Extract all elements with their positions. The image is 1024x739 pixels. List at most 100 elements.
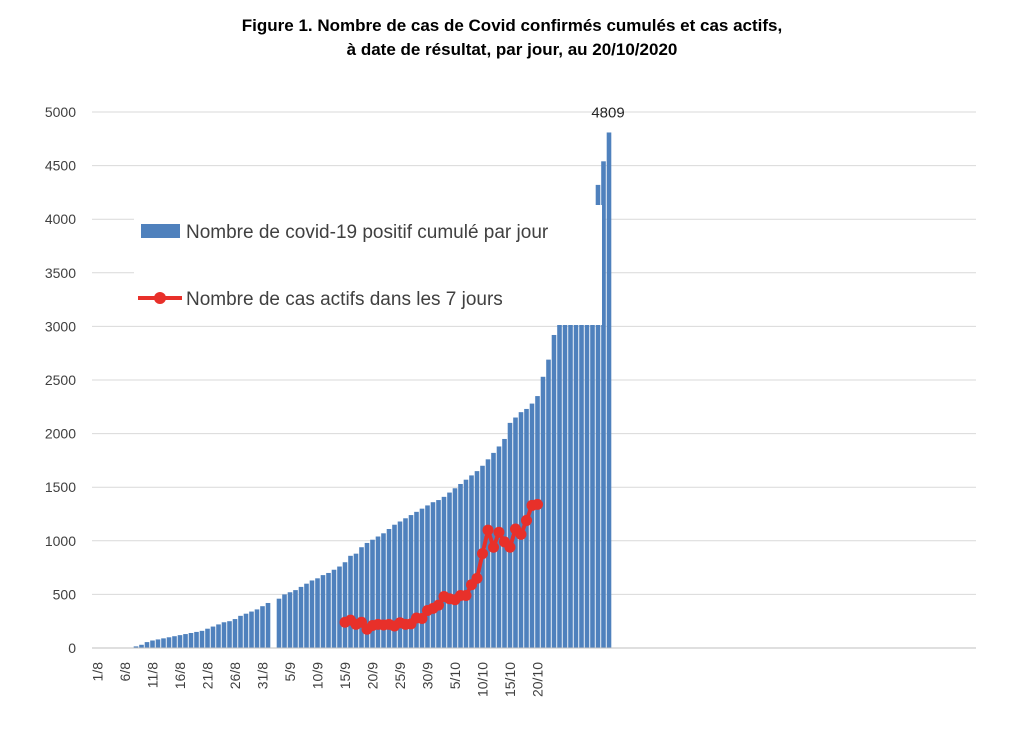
bar: [265, 602, 271, 648]
x-tick-label: 21/8: [200, 662, 216, 689]
x-tick-label: 15/10: [502, 662, 518, 697]
line-point: [493, 526, 505, 538]
bar: [447, 492, 452, 648]
x-tick-label: 10/9: [310, 662, 326, 689]
bar-series: [133, 132, 612, 649]
legend: Nombre de covid-19 positif cumulé par jo…: [134, 205, 602, 325]
bar: [430, 502, 436, 648]
line-point: [504, 541, 516, 553]
x-tick-label: 30/9: [420, 662, 436, 689]
bar: [353, 553, 359, 648]
bar: [172, 636, 177, 648]
bar: [133, 646, 139, 648]
y-tick-label: 1000: [45, 533, 76, 549]
bar: [474, 471, 480, 648]
bar: [403, 518, 408, 648]
chart-title-line-2: à date de résultat, par jour, au 20/10/2…: [346, 40, 678, 59]
bar: [221, 622, 227, 648]
bar: [535, 396, 540, 648]
bar: [397, 521, 403, 648]
bar: [304, 583, 309, 648]
x-tick-label: 25/9: [392, 662, 408, 689]
bar: [452, 488, 458, 648]
legend-swatch-bars: [141, 224, 180, 238]
x-tick-label: 10/10: [475, 662, 491, 697]
line-point: [460, 589, 472, 601]
y-tick-label: 0: [68, 640, 76, 656]
line-point: [471, 572, 483, 584]
legend-label-line: Nombre de cas actifs dans les 7 jours: [186, 289, 503, 310]
bar: [298, 586, 304, 648]
bar: [161, 638, 166, 648]
annotations: 4809: [591, 104, 624, 121]
line-point: [482, 524, 494, 536]
x-axis: 1/8 6/8 11/8 16/8 21/8 26/8 31/8 5/9 10/9 15/9 20/…: [90, 647, 976, 697]
bar: [205, 628, 210, 648]
bar: [436, 500, 441, 648]
bar: [320, 575, 326, 648]
bar: [166, 637, 172, 648]
bar: [364, 542, 370, 648]
bar: [194, 631, 199, 648]
bar: [507, 422, 513, 648]
x-tick-label: 5/10: [447, 662, 463, 689]
y-tick-label: 3000: [45, 318, 76, 334]
bar: [188, 632, 194, 648]
bar: [529, 403, 535, 648]
bar: [370, 539, 375, 648]
bar: [524, 408, 529, 648]
bar: [238, 615, 243, 648]
y-tick-label: 4000: [45, 211, 76, 227]
y-tick-label: 1500: [45, 479, 76, 495]
y-tick-label: 2500: [45, 372, 76, 388]
bar: [392, 524, 397, 648]
x-tick-label: 11/8: [145, 662, 161, 688]
bar: [177, 635, 183, 648]
bar: [441, 496, 447, 648]
bar: [309, 580, 315, 648]
bar: [469, 475, 474, 648]
bar: [562, 298, 568, 648]
y-tick-label: 500: [53, 586, 77, 602]
bar: [463, 479, 469, 648]
bar: [287, 592, 293, 648]
data-label-last-bar: 4809: [591, 104, 624, 121]
bar: [601, 161, 606, 648]
x-tick-label: 20/10: [530, 662, 546, 697]
line-point: [515, 528, 527, 540]
legend-label-bars: Nombre de covid-19 positif cumulé par jo…: [186, 222, 549, 243]
bar: [144, 642, 150, 648]
bar: [540, 376, 546, 648]
bar: [210, 626, 216, 648]
bar: [348, 555, 353, 648]
bar: [293, 590, 298, 648]
x-tick-label: 26/8: [227, 662, 243, 689]
bar: [331, 569, 337, 648]
bar: [557, 307, 562, 648]
bar: [584, 217, 590, 648]
bar: [414, 511, 419, 648]
bar: [579, 248, 584, 649]
x-tick-label: 20/9: [365, 662, 381, 689]
x-tick-label: 15/9: [337, 662, 353, 689]
bar: [216, 624, 221, 648]
bar: [458, 483, 463, 648]
y-tick-label: 5000: [45, 104, 76, 120]
x-tick-label: 1/8: [90, 662, 106, 682]
bar: [551, 334, 557, 648]
bar: [342, 562, 348, 648]
bar: [232, 619, 238, 648]
x-tick-label: 5/9: [282, 662, 298, 682]
bar: [150, 640, 155, 648]
bar: [590, 207, 595, 648]
bar: [243, 613, 249, 648]
line-point: [477, 548, 488, 560]
bar: [568, 272, 573, 648]
bar: [359, 547, 364, 648]
bar: [282, 594, 287, 648]
line-point: [521, 514, 532, 526]
x-tick-label: 6/8: [117, 662, 133, 682]
bar: [408, 515, 414, 648]
legend-swatch-marker: [154, 292, 166, 304]
